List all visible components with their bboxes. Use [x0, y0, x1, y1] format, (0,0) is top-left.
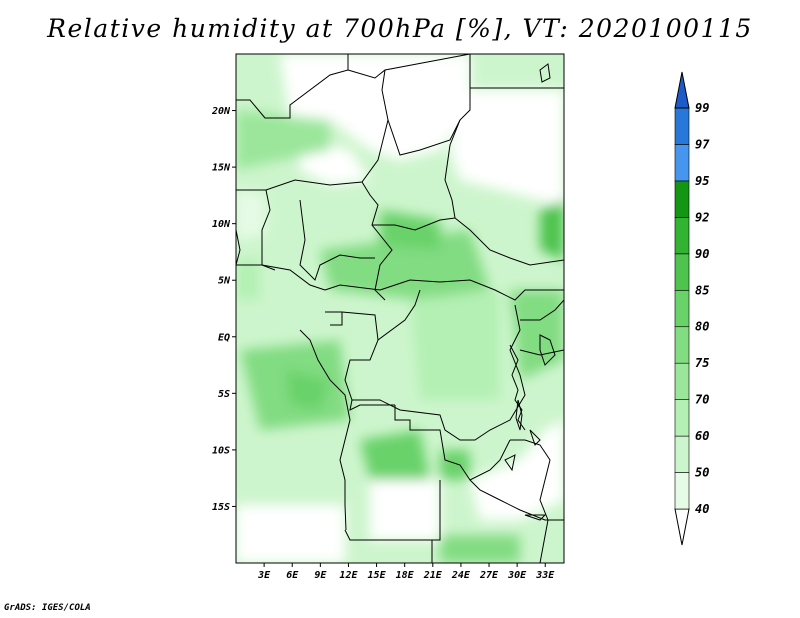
country-borders: [236, 54, 564, 563]
x-axis: 3E 6E 9E 12E 15E 18E 21E 24E 27E 30E 33E: [257, 563, 555, 581]
colorbar-label: 92: [695, 210, 709, 224]
colorbar-label: 85: [695, 283, 709, 297]
border-line: [299, 199, 375, 281]
colorbar-segment: [674, 253, 690, 291]
y-tick-label: 10N: [212, 219, 231, 230]
lake-outline: [529, 429, 541, 446]
border-line: [349, 399, 395, 411]
border-line: [344, 480, 441, 541]
colorbar-segment: [674, 217, 690, 255]
y-tick-label: 10S: [212, 445, 230, 456]
colorbar-label: 90: [695, 247, 709, 261]
colorbar-label: 40: [695, 502, 709, 516]
border-line: [236, 264, 326, 291]
colorbar-label: 99: [695, 101, 709, 115]
colorbar-label: 50: [695, 466, 709, 480]
colorbar-label: 95: [695, 174, 709, 188]
colorbar-label: 60: [695, 429, 709, 443]
coastline: [236, 229, 241, 266]
colorbar-label: 80: [695, 320, 709, 334]
colorbar-segment: [674, 71, 690, 109]
x-tick-label: 12E: [339, 570, 358, 581]
lake-outline: [539, 63, 551, 83]
colorbar-segment: [674, 326, 690, 364]
y-tick-label: 15N: [212, 163, 231, 174]
colorbar-label: 75: [695, 356, 709, 370]
x-tick-label: 30E: [507, 570, 527, 581]
x-tick-label: 33E: [535, 570, 555, 581]
humidity-field: [236, 54, 564, 563]
border-line: [444, 119, 564, 266]
map-title: Relative humidity at 700hPa [%], VT: 202…: [47, 14, 753, 43]
map-frame: [235, 53, 565, 564]
colorbar-label: 97: [695, 137, 710, 151]
border-line: [361, 181, 393, 301]
x-tick-label: 27E: [479, 570, 499, 581]
y-axis: 20N 15N 10N 5N EQ 5S 10S 15S: [211, 106, 236, 513]
coastline: [299, 329, 351, 531]
y-tick-label: 15S: [212, 502, 230, 513]
border-line: [520, 299, 564, 321]
x-tick-label: 18E: [396, 570, 415, 581]
lake-outline: [524, 514, 547, 521]
x-tick-label: 24E: [451, 570, 471, 581]
lake-outline: [504, 454, 516, 472]
y-tick-label: 5N: [218, 276, 231, 287]
x-tick-label: 9E: [314, 570, 327, 581]
border-line: [394, 405, 511, 481]
y-tick-label: EQ: [218, 332, 230, 343]
colorbar: 40 50 60 70 75 80 85 90 92 95 97 99: [674, 71, 710, 546]
border-line: [469, 87, 564, 110]
x-tick-label: 3E: [257, 570, 271, 581]
x-tick-label: 15E: [368, 570, 387, 581]
colorbar-label: 70: [695, 393, 709, 407]
colorbar-segment: [674, 472, 690, 510]
border-line: [347, 54, 471, 79]
border-line: [377, 289, 421, 341]
border-line: [341, 304, 526, 441]
colorbar-segment: [674, 508, 690, 546]
lake-outline: [515, 399, 523, 431]
colorbar-segment: [674, 289, 690, 328]
border-line: [510, 439, 551, 563]
y-tick-label: 20N: [211, 106, 231, 117]
colorbar-segment: [674, 107, 690, 145]
colorbar-segment: [674, 399, 690, 437]
x-tick-label: 6E: [286, 570, 299, 581]
border-line: [324, 279, 564, 301]
border-line: [539, 334, 556, 366]
y-tick-label: 5S: [218, 389, 230, 400]
border-line: [519, 349, 564, 356]
border-line: [325, 311, 343, 326]
coastline: [509, 344, 526, 431]
colorbar-segment: [674, 362, 690, 400]
colorbar-segment: [674, 435, 690, 473]
colorbar-segment: [674, 180, 690, 218]
border-line: [261, 189, 276, 271]
x-tick-label: 21E: [423, 570, 443, 581]
border-line: [236, 54, 349, 119]
credit-text: GrADS: IGES/COLA: [4, 603, 91, 613]
colorbar-segment: [674, 144, 690, 182]
border-line: [372, 217, 456, 231]
